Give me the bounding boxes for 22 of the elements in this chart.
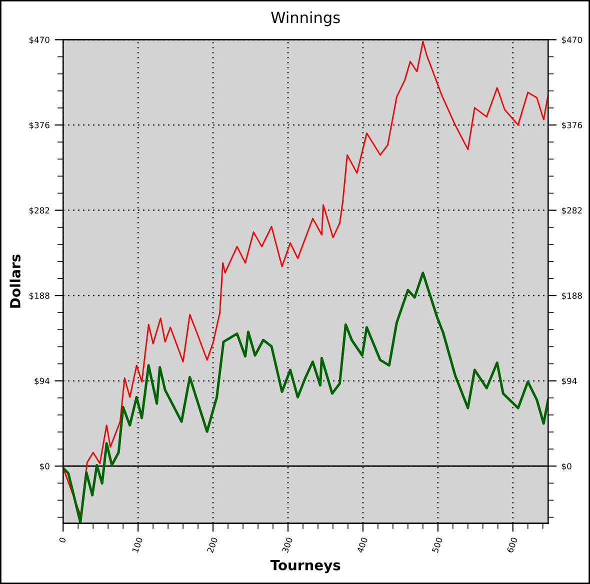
x-tick-label: 600 (506, 537, 518, 554)
x-axis-title: Tourneys (270, 560, 340, 574)
y-tick-label: $470 (29, 36, 50, 44)
x-tick-label: 0 (58, 537, 66, 544)
y2-tick-label: $94 (562, 378, 577, 386)
x-tick-label: 100 (132, 537, 143, 553)
y2-tick-label: $0 (562, 462, 572, 470)
chart-title: Winnings (271, 11, 340, 26)
y2-tick-label: $470 (562, 36, 582, 44)
x-tick-label: 400 (356, 537, 368, 554)
x-tick-label: 300 (282, 537, 293, 554)
y-tick-label: $94 (34, 378, 50, 386)
x-tick-label: 200 (206, 537, 218, 554)
y-tick-label: $282 (29, 207, 50, 215)
x-tick-label: 500 (432, 537, 443, 554)
y2-tick-label: $188 (562, 292, 582, 300)
y-tick-label: $0 (40, 462, 50, 470)
y-tick-label: $376 (29, 122, 50, 130)
y2-tick-label: $282 (562, 207, 582, 215)
y2-tick-label: $376 (562, 122, 582, 130)
y-axis-title: Dollars (10, 254, 20, 308)
y-tick-label: $188 (29, 292, 50, 300)
